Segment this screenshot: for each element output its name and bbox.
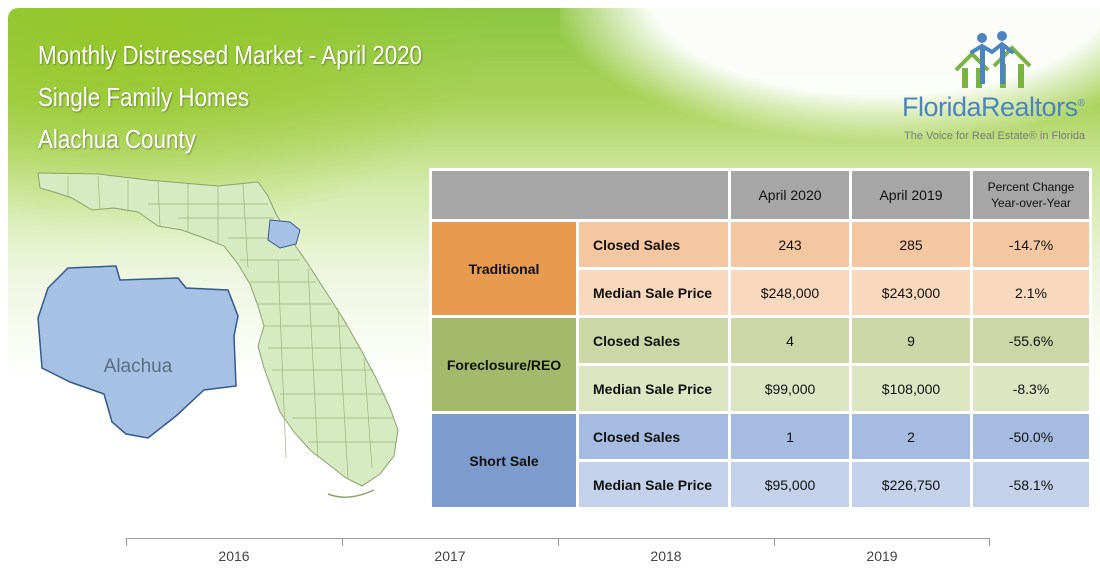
metric-closed-sales: Closed Sales [579, 414, 728, 459]
timeline-tick [126, 538, 127, 546]
metric-median-sale-price: Median Sale Price [579, 270, 728, 315]
page-title: Monthly Distressed Market - April 2020 S… [38, 34, 422, 160]
value-april-2019: $108,000 [852, 366, 970, 411]
timeline-year-2017: 2017 [434, 548, 466, 564]
logo-wordmark: FloridaRealtors® [902, 92, 1085, 122]
metric-closed-sales: Closed Sales [579, 318, 728, 363]
header-april-2020: April 2020 [731, 171, 849, 219]
category-traditional: Traditional [432, 222, 576, 315]
timeline-tick [774, 538, 775, 546]
distressed-market-table: April 2020 April 2019 Percent Change Yea… [429, 168, 1092, 510]
value-april-2019: $243,000 [852, 270, 970, 315]
timeline-tick [558, 538, 559, 546]
value-april-2020: $99,000 [731, 366, 849, 411]
alachua-county-highlight [267, 219, 301, 249]
year-timeline: 2016 2017 2018 2019 [126, 538, 990, 570]
value-april-2020: $95,000 [731, 462, 849, 507]
value-april-2019: 2 [852, 414, 970, 459]
metric-median-sale-price: Median Sale Price [579, 366, 728, 411]
header-blank-cell [432, 171, 728, 219]
alachua-county-callout [37, 265, 239, 439]
title-line-1: Monthly Distressed Market - April 2020 [38, 40, 423, 70]
value-april-2020: 243 [731, 222, 849, 267]
timeline-tick [342, 538, 343, 546]
metric-closed-sales: Closed Sales [579, 222, 728, 267]
value-percent-change: -58.1% [973, 462, 1089, 507]
header-percent-change: Percent Change Year-over-Year [973, 171, 1089, 219]
header-april-2019: April 2019 [852, 171, 970, 219]
timeline-tick [989, 538, 990, 546]
category-foreclosure-reo: Foreclosure/REO [432, 318, 576, 411]
value-percent-change: -14.7% [973, 222, 1089, 267]
category-short-sale: Short Sale [432, 414, 576, 507]
value-april-2020: $248,000 [731, 270, 849, 315]
timeline-year-2018: 2018 [650, 548, 682, 564]
title-line-2: Single Family Homes [38, 82, 250, 112]
value-april-2019: 285 [852, 222, 970, 267]
value-april-2020: 1 [731, 414, 849, 459]
title-line-3: Alachua County [38, 124, 196, 154]
houses-people-icon [954, 31, 1032, 88]
alachua-label: Alachua [104, 356, 173, 377]
value-april-2019: 9 [852, 318, 970, 363]
timeline-year-2019: 2019 [866, 548, 898, 564]
banner-swoosh [560, 0, 1100, 170]
florida-county-map: Alachua [37, 172, 399, 498]
value-percent-change: -50.0% [973, 414, 1089, 459]
value-percent-change: -8.3% [973, 366, 1089, 411]
value-april-2020: 4 [731, 318, 849, 363]
timeline-year-2016: 2016 [218, 548, 250, 564]
florida-realtors-logo: FloridaRealtors® The Voice for Real Esta… [890, 28, 1090, 148]
metric-median-sale-price: Median Sale Price [579, 462, 728, 507]
logo-tagline: The Voice for Real Estate® in Florida [904, 130, 1086, 142]
value-percent-change: 2.1% [973, 270, 1089, 315]
value-april-2019: $226,750 [852, 462, 970, 507]
value-percent-change: -55.6% [973, 318, 1089, 363]
